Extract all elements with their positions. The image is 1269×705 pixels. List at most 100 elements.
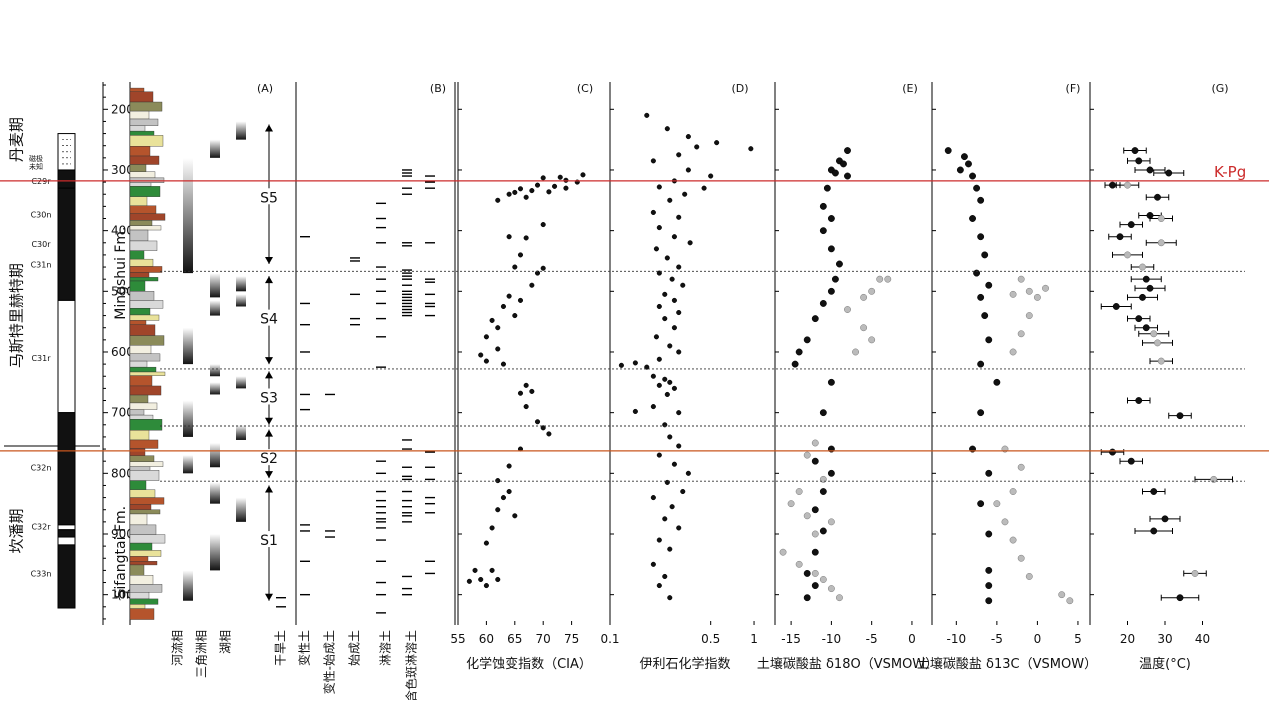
panel-E-series2-point xyxy=(795,488,803,495)
panel-C-point xyxy=(483,334,489,340)
sequence-label-S3: S3 xyxy=(260,390,278,406)
depth-tick-label: 700 xyxy=(111,406,134,420)
panel-C-point xyxy=(534,419,541,425)
magnetozone-8 xyxy=(57,544,76,609)
facies-bar xyxy=(210,273,220,298)
lithology-bed xyxy=(129,324,156,336)
panel-E-series1-point xyxy=(819,202,827,210)
panel-F-series1-point xyxy=(981,251,989,259)
lithology-bed xyxy=(129,360,148,368)
panel-D-point xyxy=(656,583,662,589)
panel-D-point xyxy=(676,309,682,316)
panel-x-tick-label: -10 xyxy=(822,632,842,646)
panel-D-point xyxy=(667,379,673,385)
panel-F-series1-point xyxy=(944,147,952,155)
panel-E-series2-point xyxy=(860,324,868,332)
panel-x-tick-label: 55 xyxy=(450,632,465,646)
panel-G-series2-point xyxy=(1157,239,1165,247)
panel-E-series2-point xyxy=(811,530,819,538)
panel-G-series1-point xyxy=(1135,157,1143,165)
panel-x-tick-label: 70 xyxy=(536,632,551,646)
panel-G-series1-point xyxy=(1116,233,1124,241)
lithology-bed xyxy=(129,164,147,172)
panel-x-tick-label: 5 xyxy=(1074,632,1082,646)
panel-E-series1-point xyxy=(811,582,819,590)
panel-D-point xyxy=(748,146,754,152)
panel-F-series1-point xyxy=(985,582,993,590)
panel-D-point xyxy=(662,376,668,382)
lithology-bed xyxy=(129,266,163,273)
lithology-bed xyxy=(129,375,153,387)
panel-D-point xyxy=(676,214,682,220)
panel-G-series1-point xyxy=(1109,448,1116,456)
panel-label-c: (C) xyxy=(577,82,593,95)
panel-F-series1-point xyxy=(977,293,985,301)
panel-G-series1-point xyxy=(1150,527,1158,535)
panel-label-f: (F) xyxy=(1066,82,1081,95)
panel-D-point xyxy=(685,470,691,476)
panel-D-point xyxy=(664,126,670,132)
lithology-bed xyxy=(129,394,149,404)
stage-label-2: 马斯特里赫特期 xyxy=(8,263,26,368)
panel-E-series2-point xyxy=(779,548,787,556)
panel-D-point xyxy=(662,316,668,322)
panel-G-series1-point xyxy=(1176,412,1184,420)
panel-C-point xyxy=(483,583,489,589)
panel-D-point xyxy=(667,546,673,552)
uncertain-label: 未知 xyxy=(29,162,43,171)
panel-G-series1-point xyxy=(1109,181,1116,189)
panel-E-series1-point xyxy=(819,299,827,307)
panel-C-point xyxy=(500,361,506,367)
panel-F-series2-point xyxy=(1017,275,1025,283)
panel-E-series1-point xyxy=(835,260,843,268)
arrow-head xyxy=(265,124,273,132)
facies-label-2: 三角洲相 xyxy=(195,630,209,678)
panel-C-point xyxy=(489,525,495,531)
lithology-bed xyxy=(129,87,145,92)
facies-bar xyxy=(210,533,220,571)
panel-C-point xyxy=(529,388,535,394)
panel-C-point xyxy=(506,191,512,197)
panel-F-series2-point xyxy=(1042,284,1049,292)
paleosol-label-3: 变性-始成土 xyxy=(322,630,337,694)
panel-F-series2-point xyxy=(1009,488,1017,495)
panel-G-series1-point xyxy=(1135,397,1143,404)
panel-D-point xyxy=(671,385,677,391)
facies-bar xyxy=(210,139,220,158)
panel-F-series2-point xyxy=(1025,312,1033,320)
lithology-bed xyxy=(129,177,165,183)
panel-C-point xyxy=(478,352,484,358)
depth-tick-label: 200 xyxy=(111,102,134,116)
panel-D-point xyxy=(656,184,662,190)
panel-E-series1-point xyxy=(803,336,811,344)
panel-D-point xyxy=(676,152,682,158)
lithology-bed xyxy=(129,371,166,376)
panel-D-point xyxy=(687,240,693,246)
panel-F-series1-point xyxy=(965,160,972,168)
panel-E-series1-point xyxy=(791,360,799,368)
panel-D-point xyxy=(671,325,677,331)
panel-F-series2-point xyxy=(1066,597,1074,605)
panel-E-series1-point xyxy=(827,287,835,295)
panel-x-tick-label: -5 xyxy=(991,632,1003,646)
panel-G-series1-point xyxy=(1127,221,1135,229)
panel-E-series2-point xyxy=(835,594,843,602)
panel-x-tick-label: -10 xyxy=(947,632,967,646)
paleosol-label-4: 始成土 xyxy=(348,630,362,666)
panel-E-series2-point xyxy=(852,348,860,356)
panel-D-point xyxy=(667,434,673,440)
panel-C-point xyxy=(517,297,524,303)
panel-C-point xyxy=(500,303,506,310)
panel-E-series2-point xyxy=(860,293,868,301)
panel-D-point xyxy=(650,209,656,215)
panel-C-point xyxy=(546,189,552,195)
panel-E-series1-point xyxy=(795,348,803,356)
panel-F-series1-point xyxy=(977,360,985,368)
panel-E-series2-point xyxy=(803,451,811,459)
panel-D-point xyxy=(656,356,662,362)
lithology-bed xyxy=(129,402,158,410)
panel-E-series1-point xyxy=(844,172,851,180)
arrow-head xyxy=(265,357,273,365)
panel-E-series2-point xyxy=(827,585,835,593)
